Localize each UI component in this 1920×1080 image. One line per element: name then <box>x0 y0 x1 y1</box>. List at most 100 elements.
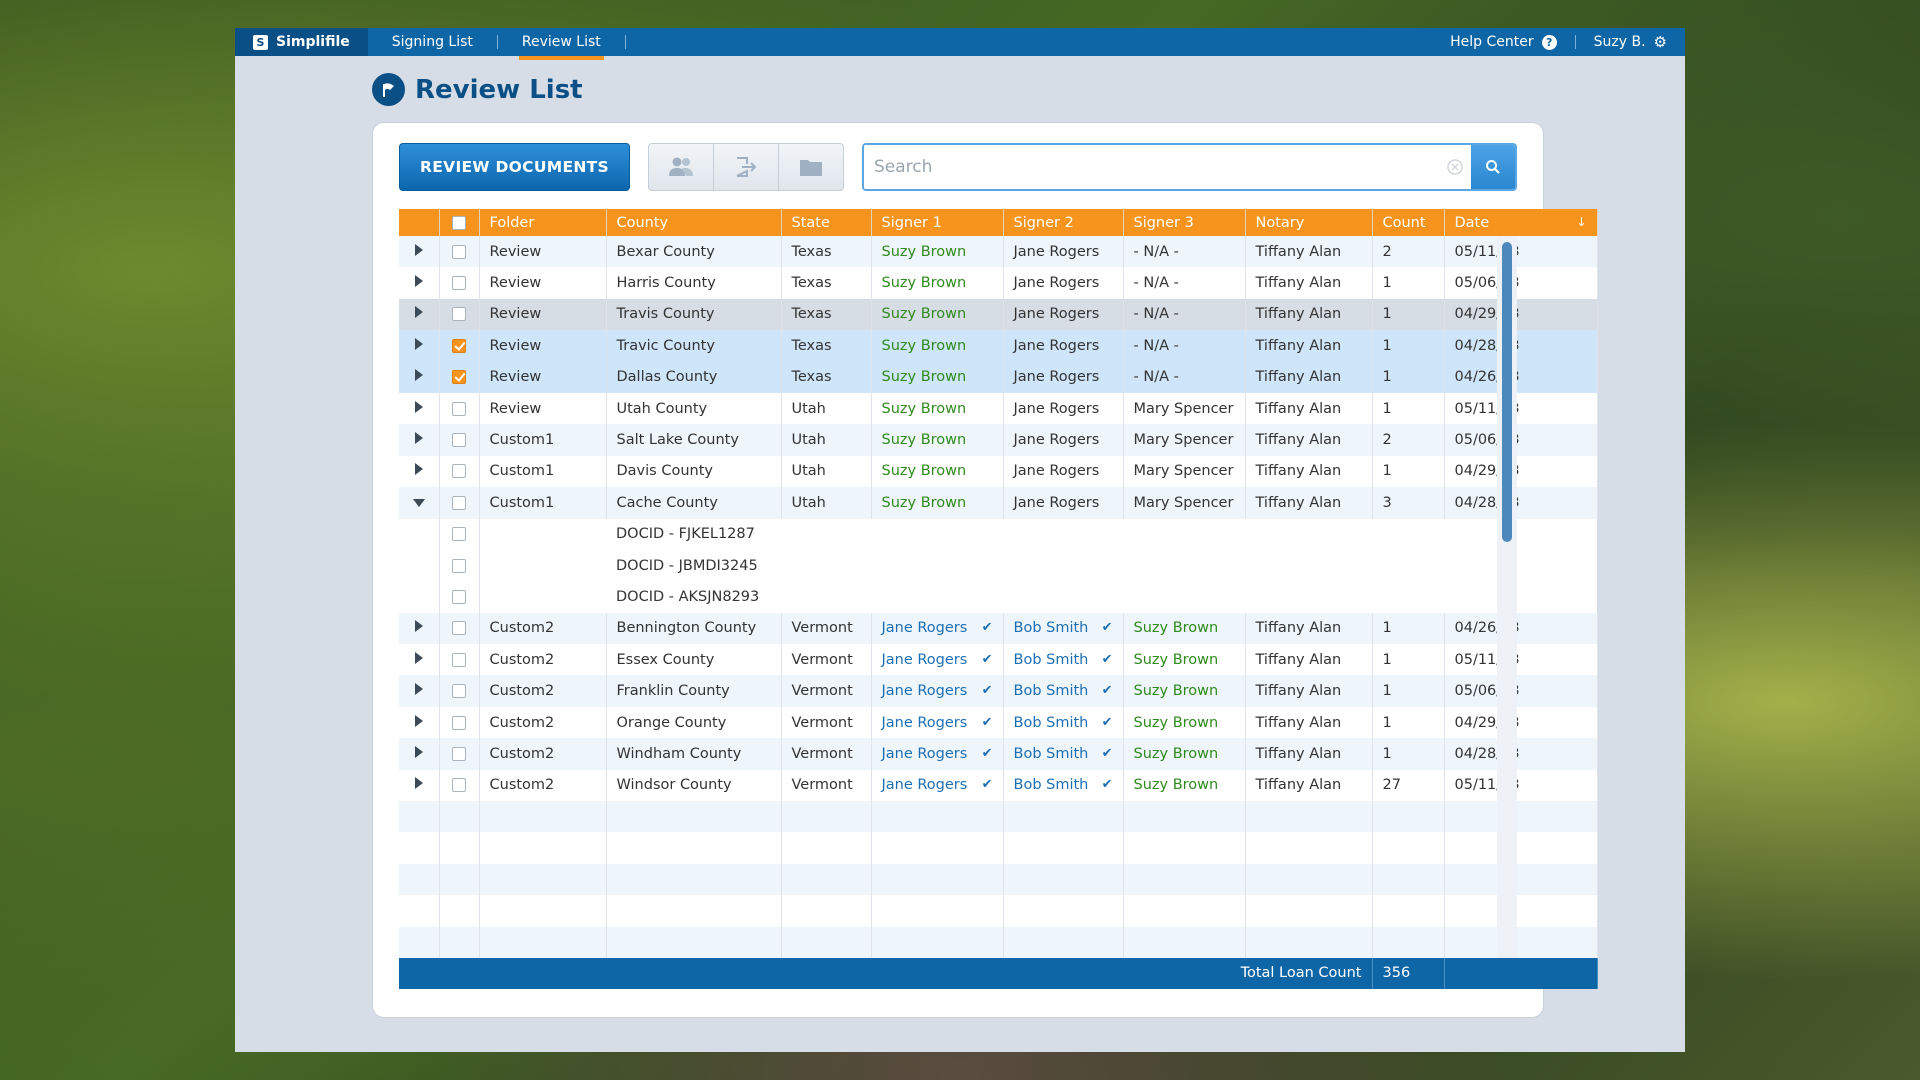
row-expander[interactable] <box>399 267 440 299</box>
row-expander[interactable] <box>399 769 440 802</box>
table-row[interactable]: Custom1 Cache County Utah Suzy Brown Jane Ro… <box>399 487 1598 519</box>
row-select[interactable] <box>439 518 480 550</box>
header-notary[interactable]: Notary <box>1245 209 1373 236</box>
people-icon[interactable] <box>649 144 714 190</box>
brand[interactable]: S Simplifile <box>235 28 368 56</box>
row-select[interactable] <box>439 361 480 393</box>
row-checkbox[interactable] <box>452 621 466 636</box>
row-select[interactable] <box>439 455 480 488</box>
row-expander[interactable] <box>399 675 440 707</box>
triangle-down-icon[interactable] <box>412 498 425 507</box>
row-checkbox[interactable] <box>452 276 466 291</box>
row-expander[interactable] <box>399 298 440 331</box>
row-expander[interactable] <box>399 424 440 456</box>
row-checkbox[interactable] <box>452 495 466 510</box>
table-row[interactable]: Custom2 Windsor County Vermont Jane Rogers ✔… <box>399 769 1598 802</box>
row-checkbox[interactable] <box>452 652 466 667</box>
table-row[interactable]: Review Travis County Texas Suzy Brown Jane R… <box>399 298 1598 331</box>
document-row[interactable]: DOCID - JBMDI3245 <box>399 549 1597 582</box>
row-expander[interactable] <box>399 236 440 268</box>
row-select[interactable] <box>439 738 480 770</box>
header-date[interactable]: Date ↓ <box>1444 209 1598 236</box>
row-expander[interactable] <box>399 330 440 362</box>
scrollbar-thumb[interactable] <box>1502 242 1512 542</box>
help-center-link[interactable]: Help Center ? <box>1432 34 1575 50</box>
row-checkbox[interactable] <box>452 244 466 259</box>
triangle-right-icon[interactable] <box>414 777 423 790</box>
row-select[interactable] <box>439 487 480 519</box>
row-select[interactable] <box>439 612 480 645</box>
document-row[interactable]: DOCID - AKSJN8293 <box>399 581 1597 613</box>
table-row[interactable]: Custom2 Windham County Vermont Jane Rogers ✔… <box>399 738 1598 770</box>
row-checkbox[interactable] <box>452 401 466 416</box>
row-select[interactable] <box>439 644 480 676</box>
row-select[interactable] <box>439 706 480 739</box>
row-expander[interactable] <box>399 361 440 393</box>
row-select[interactable] <box>439 330 480 362</box>
search-icon[interactable] <box>1471 145 1515 189</box>
row-select[interactable] <box>439 675 480 707</box>
folder-icon[interactable] <box>779 144 843 190</box>
row-checkbox[interactable] <box>452 684 466 699</box>
row-select[interactable] <box>439 549 480 582</box>
row-expander[interactable] <box>399 455 440 488</box>
row-checkbox[interactable] <box>452 307 466 322</box>
row-expander[interactable] <box>399 706 440 739</box>
export-icon[interactable] <box>714 144 779 190</box>
triangle-right-icon[interactable] <box>414 275 423 288</box>
row-select[interactable] <box>439 267 480 299</box>
table-row[interactable]: Custom2 Franklin County Vermont Jane Rogers… <box>399 675 1598 707</box>
table-row[interactable]: Custom2 Orange County Vermont Jane Rogers ✔ B… <box>399 706 1598 739</box>
header-select-all[interactable] <box>439 209 480 236</box>
document-row[interactable]: DOCID - FJKEL1287 <box>399 518 1597 550</box>
search-input[interactable] <box>864 145 1439 189</box>
table-row[interactable]: Review Utah County Utah Suzy Brown Jane Roge… <box>399 392 1598 425</box>
triangle-right-icon[interactable] <box>414 683 423 696</box>
clear-icon[interactable] <box>1439 145 1471 189</box>
row-checkbox[interactable] <box>452 778 466 793</box>
row-checkbox[interactable] <box>452 370 466 385</box>
triangle-right-icon[interactable] <box>414 243 423 256</box>
triangle-right-icon[interactable] <box>414 620 423 633</box>
table-row[interactable]: Custom1 Salt Lake County Utah Suzy Brown Jan… <box>399 424 1598 456</box>
triangle-right-icon[interactable] <box>414 745 423 758</box>
row-select[interactable] <box>439 424 480 456</box>
triangle-right-icon[interactable] <box>414 463 423 476</box>
table-row[interactable]: Custom2 Essex County Vermont Jane Rogers ✔ Bo… <box>399 644 1598 676</box>
row-checkbox[interactable] <box>452 433 466 448</box>
row-checkbox[interactable] <box>452 746 466 761</box>
table-row[interactable]: Review Bexar County Texas Suzy Brown Jane Ro… <box>399 236 1598 268</box>
user-menu[interactable]: Suzy B. ⚙ <box>1576 34 1685 50</box>
row-checkbox[interactable] <box>452 589 466 604</box>
row-checkbox[interactable] <box>452 527 466 542</box>
row-select[interactable] <box>439 392 480 425</box>
row-checkbox[interactable] <box>452 464 466 479</box>
table-row[interactable]: Review Travic County Texas Suzy Brown Jane R… <box>399 330 1598 362</box>
header-state[interactable]: State <box>781 209 872 236</box>
row-checkbox[interactable] <box>452 558 466 573</box>
triangle-right-icon[interactable] <box>414 337 423 350</box>
triangle-right-icon[interactable] <box>414 400 423 413</box>
row-select[interactable] <box>439 236 480 268</box>
triangle-right-icon[interactable] <box>414 714 423 727</box>
row-checkbox[interactable] <box>452 338 466 353</box>
triangle-right-icon[interactable] <box>414 651 423 664</box>
select-all-checkbox[interactable] <box>452 215 466 230</box>
vertical-scrollbar[interactable] <box>1497 236 1517 958</box>
header-signer-2[interactable]: Signer 2 <box>1003 209 1124 236</box>
table-row[interactable]: Custom2 Bennington County Vermont Jane Roge… <box>399 612 1598 645</box>
row-expander[interactable] <box>399 487 440 519</box>
header-county[interactable]: County <box>606 209 782 236</box>
row-expander[interactable] <box>399 392 440 425</box>
table-row[interactable]: Review Harris County Texas Suzy Brown Jane R… <box>399 267 1598 299</box>
row-select[interactable] <box>439 298 480 331</box>
cell-docid[interactable]: DOCID - JBMDI3245 <box>606 549 1597 582</box>
header-signer-1[interactable]: Signer 1 <box>871 209 1004 236</box>
review-documents-button[interactable]: REVIEW DOCUMENTS <box>399 143 630 191</box>
header-folder[interactable]: Folder <box>479 209 607 236</box>
tab-signing-list[interactable]: Signing List <box>391 34 473 50</box>
row-expander[interactable] <box>399 612 440 645</box>
table-row[interactable]: Custom1 Davis County Utah Suzy Brown Jane Ro… <box>399 455 1598 488</box>
cell-docid[interactable]: DOCID - FJKEL1287 <box>606 518 1597 550</box>
row-expander[interactable] <box>399 644 440 676</box>
